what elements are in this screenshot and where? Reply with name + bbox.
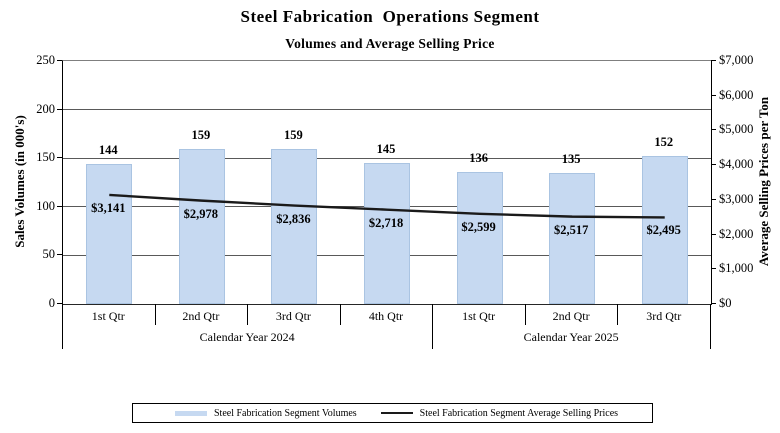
- x-axis-category-separator: [339, 304, 341, 325]
- x-axis-category-separator: [154, 304, 156, 325]
- left-axis-tick: [57, 303, 62, 304]
- left-axis-tick-label: 150: [36, 150, 55, 165]
- x-axis-group-separator: [710, 304, 711, 349]
- legend-line-swatch-icon: [380, 412, 413, 414]
- left-axis-title: Sales Volumes (in 000's): [12, 115, 27, 248]
- x-axis-group-separator: [62, 304, 63, 349]
- right-axis-tick-label: $0: [719, 296, 732, 310]
- volume-label: 135: [561, 151, 581, 166]
- left-axis-tick-label: 250: [36, 53, 55, 67]
- right-axis-tick-label: $2,000: [719, 226, 754, 241]
- right-axis-tick: [711, 233, 716, 235]
- right-axis-tick-label: $1,000: [719, 261, 754, 276]
- left-axis-tick: [57, 108, 62, 110]
- volume-label: 145: [376, 142, 396, 157]
- right-axis-tick: [711, 60, 716, 61]
- right-axis-tick: [711, 164, 716, 166]
- volume-bar: [456, 171, 503, 304]
- legend: Steel Fabrication Segment Volumes Steel …: [132, 403, 653, 423]
- volume-bar: [641, 156, 688, 304]
- volume-label: 152: [654, 135, 674, 150]
- volume-label: 144: [98, 143, 118, 158]
- chart-title: Steel Fabrication Operations Segment: [240, 7, 540, 26]
- right-axis-tick: [711, 129, 716, 131]
- price-label: $2,836: [276, 211, 311, 226]
- right-axis-tick-label: $5,000: [719, 122, 754, 137]
- right-axis-tick: [711, 303, 716, 304]
- gridline: [63, 157, 711, 159]
- x-axis-category-label: 2nd Qtr: [182, 309, 220, 323]
- left-axis-tick-label: 50: [42, 247, 56, 262]
- x-axis-category-label: 2nd Qtr: [552, 309, 590, 323]
- left-axis-tick-label: 200: [36, 101, 55, 116]
- left-axis-tick-label: 100: [36, 198, 55, 213]
- left-axis-tick: [57, 157, 62, 159]
- legend-item-volumes: Steel Fabrication Segment Volumes: [175, 408, 357, 419]
- volume-bar: [549, 172, 596, 304]
- right-axis-tick: [711, 94, 716, 96]
- price-label: $2,599: [461, 219, 496, 234]
- plot-area: [62, 60, 712, 305]
- price-label: $2,517: [553, 222, 589, 237]
- volume-bar: [86, 164, 133, 304]
- x-axis-group-separator: [432, 304, 434, 349]
- volume-bar: [271, 149, 318, 304]
- legend-prices-label: Steel Fabrication Segment Average Sellin…: [419, 407, 619, 419]
- x-axis-group-label: Calendar Year 2025: [523, 330, 619, 344]
- legend-volumes-label: Steel Fabrication Segment Volumes: [214, 407, 357, 419]
- price-label: $2,495: [646, 223, 681, 238]
- volume-bar: [178, 149, 225, 304]
- right-axis-tick-label: $7,000: [719, 53, 754, 67]
- gridline: [63, 109, 711, 111]
- legend-bar-swatch-icon: [175, 410, 207, 416]
- x-axis-category-label: 3rd Qtr: [646, 309, 682, 323]
- right-axis-tick-label: $3,000: [719, 191, 754, 206]
- right-axis-tick-label: $6,000: [719, 87, 754, 102]
- volume-label: 159: [191, 128, 211, 143]
- x-axis-category-separator: [524, 304, 526, 325]
- x-axis-category-label: 4th Qtr: [368, 309, 404, 323]
- x-axis-category-label: 1st Qtr: [462, 309, 496, 323]
- right-axis-tick: [711, 198, 716, 200]
- x-axis-group-label: Calendar Year 2024: [199, 330, 295, 344]
- price-label: $2,718: [368, 215, 404, 230]
- price-line: [109, 193, 665, 219]
- x-axis-category-label: 3rd Qtr: [275, 309, 311, 323]
- left-axis-tick: [57, 60, 62, 61]
- volume-label: 159: [284, 128, 303, 143]
- left-axis-tick: [57, 254, 62, 256]
- volume-label: 136: [469, 150, 488, 165]
- price-label: $2,978: [183, 206, 219, 221]
- left-axis-tick-label: 0: [48, 296, 55, 310]
- right-axis-tick: [711, 268, 716, 270]
- volume-bar: [364, 163, 410, 304]
- price-label: $3,141: [91, 200, 126, 215]
- x-axis-category-separator: [247, 304, 249, 325]
- right-axis-tick-label: $4,000: [719, 157, 754, 172]
- x-axis-category-separator: [617, 304, 619, 325]
- left-axis-tick: [57, 205, 62, 207]
- chart-subtitle: Volumes and Average Selling Price: [285, 36, 495, 51]
- x-axis-category-label: 1st Qtr: [91, 309, 125, 323]
- legend-item-prices: Steel Fabrication Segment Average Sellin…: [380, 407, 619, 419]
